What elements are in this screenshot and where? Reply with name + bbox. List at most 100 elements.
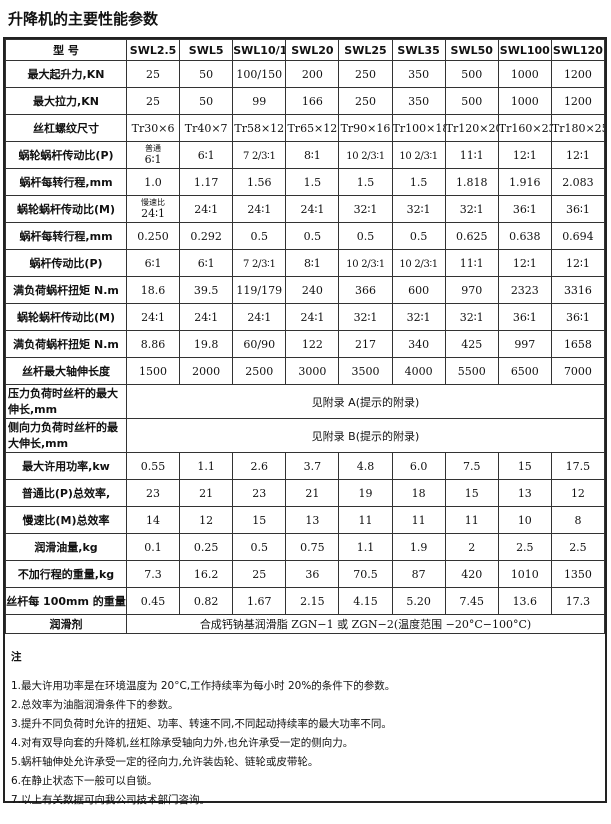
- cell-value: 0.694: [562, 229, 594, 243]
- cell-value: 0.250: [137, 229, 169, 243]
- table-row: 最大起升力,KN 25 50 100/150 200 250 350 500 1000 1200: [5, 60, 606, 88]
- cell-value: 16.2: [193, 567, 219, 581]
- cell-value: 6.0: [409, 459, 428, 473]
- cell-value: 25: [146, 67, 161, 81]
- cell-value: 7.45: [459, 594, 484, 608]
- table-cell: 0.45: [125, 587, 181, 615]
- cell-value: 420: [461, 567, 483, 581]
- table-cell: 10 2/3∶1: [391, 141, 446, 169]
- cell-value: 39.5: [193, 283, 219, 297]
- table-cell: Tr65×12: [285, 114, 340, 142]
- table-row: 侧向力负荷时丝杆的最大伸长,mm 见附录 B(提示的附录): [5, 418, 605, 453]
- table-cell: 11: [338, 506, 393, 534]
- table-cell: 19: [338, 479, 393, 507]
- table-cell: 36∶1: [550, 195, 606, 223]
- row-label: 最大拉力,KN: [5, 87, 127, 115]
- table-cell: 23: [125, 479, 181, 507]
- cell-value: 7000: [563, 364, 592, 378]
- lubricant-row: 润滑剂 合成钙钠基润滑脂 ZGN−1 或 ZGN−2(温度范围 −20°C−100…: [5, 614, 605, 634]
- cell-value: 1500: [139, 364, 168, 378]
- cell-value: Tr40×7: [184, 121, 228, 135]
- row-label: 蜗轮蜗杆传动比(M): [5, 303, 127, 331]
- table-cell: 0.5: [338, 222, 393, 250]
- cell-value: 24∶1: [141, 310, 165, 324]
- table-row: 最大拉力,KN 25 50 99 166 250 350 500 1000 1200: [5, 87, 606, 115]
- cell-value: 1.5: [409, 175, 428, 189]
- cell-value: 250: [354, 94, 376, 108]
- cell-value: Tr90×16: [340, 121, 391, 135]
- table-cell: 19.8: [179, 330, 234, 358]
- column-header: SWL35: [391, 39, 446, 61]
- table-cell: 1.67: [232, 587, 287, 615]
- table-cell: 18.6: [125, 276, 181, 304]
- cell-value: 50: [199, 67, 214, 81]
- table-cell: 1.56: [232, 168, 287, 196]
- cell-note: 慢速比: [141, 198, 166, 207]
- note-item: 4.对有双导向套的升降机,丝杠除承受轴向力外,也允许承受一定的侧向力。: [11, 737, 354, 749]
- table-cell: Tr40×7: [179, 114, 234, 142]
- table-cell: 25: [232, 560, 287, 588]
- cell-value: 21: [305, 486, 320, 500]
- cell-value: 2: [468, 540, 476, 554]
- cell-value: 1010: [510, 567, 539, 581]
- cell-value: 87: [411, 567, 426, 581]
- row-label: 蜗轮蜗杆传动比(M): [5, 195, 127, 223]
- table-cell: 1010: [497, 560, 552, 588]
- cell-value: 1.916: [509, 175, 541, 189]
- cell-value: 4.15: [353, 594, 378, 608]
- row-label: 最大许用功率,kw: [5, 452, 127, 480]
- table-cell: 21: [179, 479, 234, 507]
- table-cell: Tr120×20: [444, 114, 499, 142]
- cell-value: 0.638: [509, 229, 541, 243]
- cell-value: 32∶1: [459, 202, 484, 216]
- table-row: 润滑油量,kg 0.1 0.25 0.5 0.75 1.1 1.9 2 2.5 2.5: [5, 533, 606, 561]
- table-cell: Tr58×12: [232, 114, 287, 142]
- cell-value: 5500: [457, 364, 486, 378]
- note-item: 7.以上有关数据可向我公司技术部门咨询。: [11, 794, 211, 806]
- column-header: SWL50: [444, 39, 499, 61]
- row-label: 蜗轮蜗杆传动比(P): [5, 141, 127, 169]
- table-cell: 425: [444, 330, 499, 358]
- table-cell: 3500: [338, 357, 393, 385]
- table-cell: 350: [391, 87, 446, 115]
- cell-value: 10 2/3∶1: [346, 150, 385, 162]
- cell-value: 2500: [245, 364, 274, 378]
- table-cell: 10: [497, 506, 552, 534]
- cell-value: 0.82: [193, 594, 219, 608]
- table-row: 慢速比(M)总效率 14 12 15 13 11 11 11 10 8: [5, 506, 606, 534]
- table-cell: 24∶1: [232, 303, 287, 331]
- table-cell: 0.5: [285, 222, 340, 250]
- table-cell: 12∶1: [497, 141, 552, 169]
- table-cell: 见附录 B(提示的附录): [126, 418, 605, 453]
- cell-value: 23: [146, 486, 161, 500]
- column-header: 型 号: [5, 39, 127, 61]
- cell-value: 8∶1: [303, 148, 321, 162]
- table-cell: 2323: [497, 276, 552, 304]
- table-row: 最大许用功率,kw 0.55 1.1 2.6 3.7 4.8 6.0 7.5 15 17.5: [5, 452, 606, 480]
- table-cell: 1.818: [444, 168, 499, 196]
- cell-value: 350: [408, 94, 430, 108]
- table-cell: 0.25: [179, 533, 234, 561]
- cell-value: 10 2/3∶1: [399, 258, 438, 270]
- note-item: 1.最大许用功率是在环境温度为 20°C,工作持续率为每小时 20%的条件下的参…: [11, 680, 396, 692]
- table-cell: 166: [285, 87, 340, 115]
- cell-value: 2000: [192, 364, 221, 378]
- notes-heading: 注: [11, 651, 22, 663]
- table-cell: 32∶1: [338, 195, 393, 223]
- table-row: 蜗轮蜗杆传动比(P) 普通 6∶1 6∶1 7 2/3∶1 8∶1 10 2/3∶1 10 2…: [5, 141, 606, 169]
- table-row: 满负荷蜗杆扭矩 N.m 18.6 39.5 119/179 240 366 600 970 23…: [5, 276, 606, 304]
- table-cell: 合成钙钠基润滑脂 ZGN−1 或 ZGN−2(温度范围 −20°C−100°C): [126, 614, 605, 634]
- row-label: 普通比(P)总效率,: [5, 479, 127, 507]
- cell-value: 24∶1: [194, 310, 219, 324]
- table-row: 蜗杆每转行程,mm 0.250 0.292 0.5 0.5 0.5 0.5 0.625 0.63…: [5, 222, 606, 250]
- cell-value: 12: [199, 513, 214, 527]
- cell-value: 24∶1: [300, 310, 325, 324]
- table-cell: 24∶1: [285, 303, 340, 331]
- cell-value: 2323: [510, 283, 539, 297]
- table-cell: 16.2: [179, 560, 234, 588]
- table-cell: 24∶1: [285, 195, 340, 223]
- cell-value: 0.1: [144, 540, 162, 554]
- table-cell: 11∶1: [444, 141, 499, 169]
- table-cell: 13.6: [497, 587, 552, 615]
- cell-value: 8: [574, 513, 582, 527]
